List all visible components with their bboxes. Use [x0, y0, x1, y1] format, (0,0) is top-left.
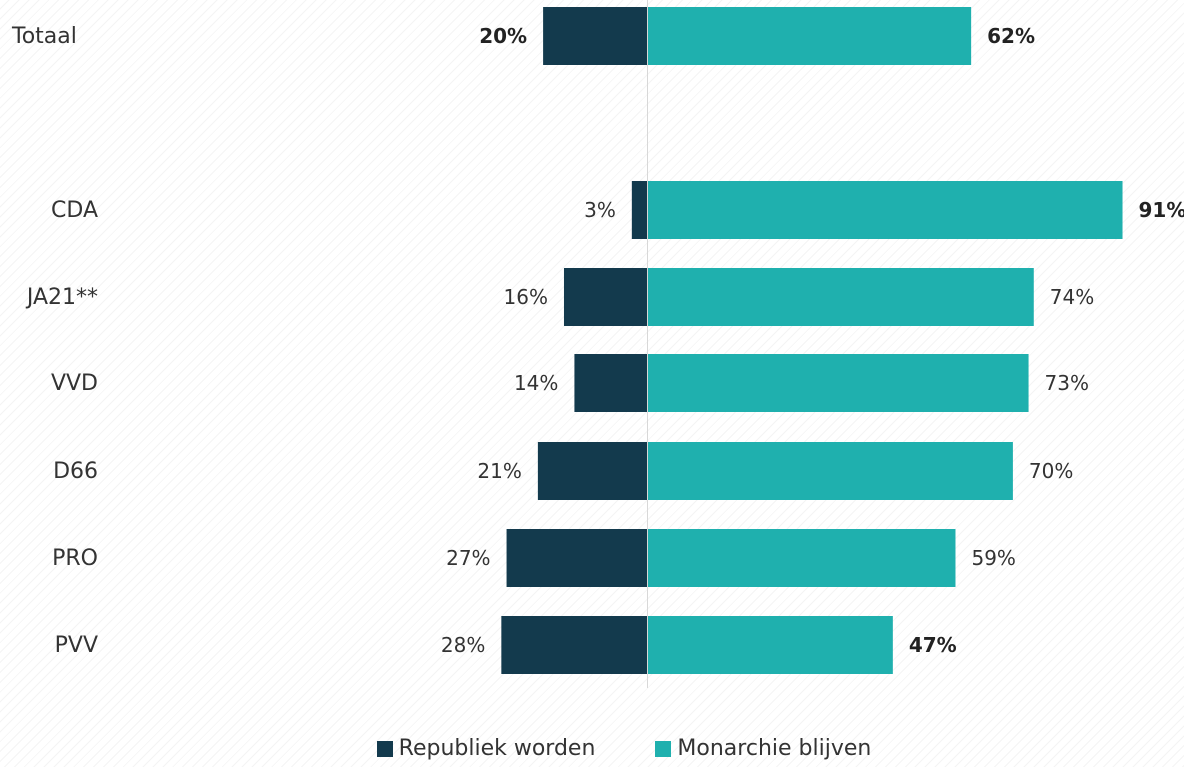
value-label-monarchie-totaal: 62%	[987, 24, 1035, 48]
legend-item-republiek: Republiek worden	[376, 736, 596, 761]
bar-republiek-totaal	[543, 7, 648, 65]
bar-republiek-ja21	[563, 268, 648, 326]
category-label-ja21: JA21**	[25, 285, 98, 310]
category-label-vvd: VVD	[51, 371, 98, 396]
diverging-bar-chart: Totaal 20% 62% CDA 3% 91% JA21** 16% 74% VVD 14% 73…	[11, 0, 1184, 688]
value-label-republiek-pro: 27%	[446, 546, 490, 570]
value-label-republiek-vvd: 14%	[514, 371, 558, 395]
bar-monarchie-pvv	[647, 616, 893, 674]
value-label-monarchie-pro: 59%	[971, 546, 1015, 570]
legend-label-republiek: Republiek worden	[398, 736, 596, 761]
bar-republiek-d66	[537, 442, 648, 500]
category-label-pro: PRO	[52, 546, 98, 571]
bar-republiek-pro	[506, 529, 648, 587]
bar-republiek-vvd	[574, 354, 648, 412]
legend-swatch-republiek	[376, 740, 393, 757]
bar-monarchie-ja21	[647, 268, 1034, 326]
bar-monarchie-cda	[647, 181, 1123, 239]
bar-monarchie-d66	[647, 442, 1013, 500]
category-label-cda: CDA	[51, 198, 98, 223]
legend-label-monarchie: Monarchie blijven	[677, 736, 872, 761]
bar-republiek-cda	[631, 181, 648, 239]
value-label-monarchie-cda: 91%	[1139, 198, 1184, 222]
value-label-monarchie-d66: 70%	[1029, 459, 1073, 483]
category-label-d66: D66	[53, 459, 98, 484]
bar-monarchie-vvd	[647, 354, 1029, 412]
value-label-republiek-d66: 21%	[477, 459, 521, 483]
value-label-monarchie-ja21: 74%	[1050, 285, 1094, 309]
legend-item-monarchie: Monarchie blijven	[655, 736, 871, 761]
category-label-pvv: PVV	[55, 633, 98, 658]
chart-legend: Republiek worden Monarchie blijven	[0, 736, 1184, 761]
value-label-republiek-totaal: 20%	[479, 24, 527, 48]
value-label-monarchie-pvv: 47%	[909, 633, 957, 657]
bar-monarchie-totaal	[647, 7, 972, 65]
value-label-republiek-ja21: 16%	[504, 285, 548, 309]
value-label-republiek-pvv: 28%	[441, 633, 485, 657]
bar-monarchie-pro	[647, 529, 956, 587]
value-label-monarchie-vvd: 73%	[1045, 371, 1089, 395]
bar-republiek-pvv	[501, 616, 648, 674]
value-label-republiek-cda: 3%	[584, 198, 616, 222]
category-label-totaal: Totaal	[11, 24, 77, 49]
legend-swatch-monarchie	[655, 740, 672, 757]
